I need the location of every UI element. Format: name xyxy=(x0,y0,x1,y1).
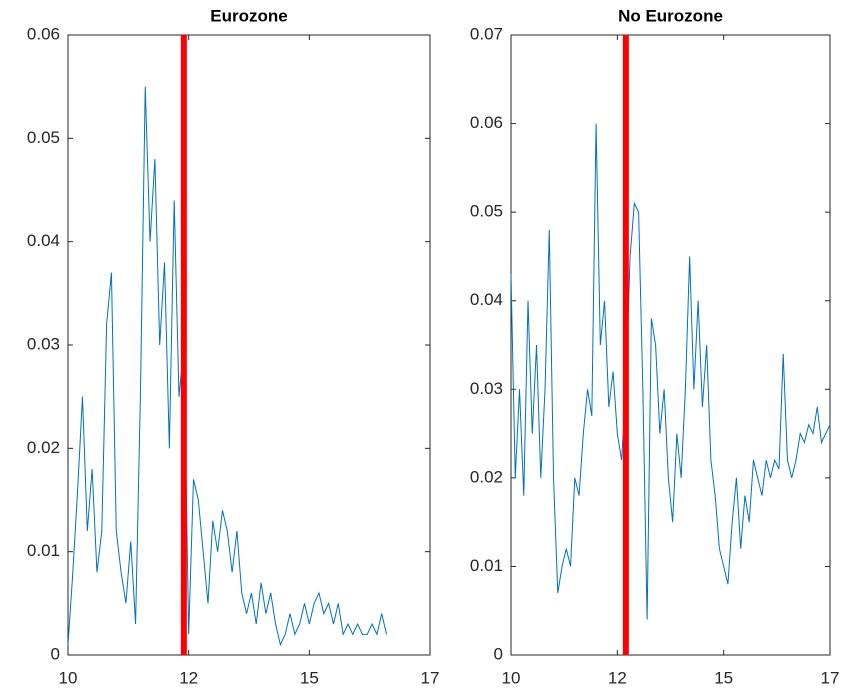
x-tick-label: 12 xyxy=(179,668,198,687)
y-tick-label: 0.04 xyxy=(470,290,503,309)
y-tick-label: 0.03 xyxy=(27,334,60,353)
data-line xyxy=(67,86,388,647)
y-tick-label: 0.01 xyxy=(470,556,503,575)
y-tick-label: 0.06 xyxy=(470,113,503,132)
y-tick-label: 0.02 xyxy=(470,467,503,486)
y-tick-label: 0 xyxy=(494,644,503,663)
x-tick-label: 17 xyxy=(821,668,840,687)
x-tick-label: 15 xyxy=(714,668,733,687)
data-line xyxy=(510,123,831,620)
x-tick-label: 10 xyxy=(59,668,78,687)
x-tick-label: 12 xyxy=(608,668,627,687)
chart-title: No Eurozone xyxy=(618,6,723,25)
x-tick-label: 17 xyxy=(421,668,440,687)
y-tick-label: 0.07 xyxy=(470,24,503,43)
y-tick-label: 0.03 xyxy=(470,379,503,398)
chart-title: Eurozone xyxy=(210,6,287,25)
axes-box xyxy=(510,34,831,656)
y-tick-label: 0.01 xyxy=(27,541,60,560)
axes-box xyxy=(67,34,431,656)
x-tick-label: 15 xyxy=(300,668,319,687)
y-tick-label: 0.05 xyxy=(470,202,503,221)
y-tick-label: 0 xyxy=(51,644,60,663)
x-tick-label: 10 xyxy=(502,668,521,687)
y-tick-label: 0.04 xyxy=(27,231,60,250)
y-tick-label: 0.05 xyxy=(27,128,60,147)
y-tick-label: 0.02 xyxy=(27,438,60,457)
y-tick-label: 0.06 xyxy=(27,24,60,43)
